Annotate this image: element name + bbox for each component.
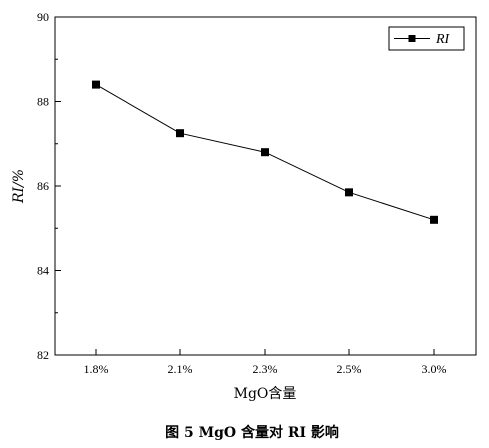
x-tick-label: 2.3% [253,362,278,376]
data-point [92,80,100,89]
plot-area [54,16,477,356]
x-tick-label: 2.5% [337,362,362,376]
data-point [430,215,438,224]
x-axis: 1.8% 2.1% 2.3% 2.5% 3.0% [84,349,447,376]
series-layer [92,80,438,224]
x-tick-label: 3.0% [422,362,447,376]
y-tick-label: 86 [37,179,49,193]
data-point [345,188,353,197]
figure-caption: 图 5 MgO 含量对 RI 影响 [165,424,339,441]
x-tick-label: 1.8% [84,362,109,376]
legend-label: RI [435,32,451,47]
x-axis-title: MgO含量 [234,386,297,402]
y-axis: 82 84 86 88 90 [37,10,61,362]
legend: RI [388,26,465,51]
y-tick-label: 88 [37,95,49,109]
data-point [261,148,269,157]
y-tick-label: 90 [37,10,49,24]
y-tick-label: 82 [37,348,49,362]
y-tick-label: 84 [37,264,49,278]
y-axis-title: RI/% [11,169,27,204]
data-point [176,129,184,138]
x-tick-label: 2.1% [168,362,193,376]
legend-marker [408,35,416,42]
